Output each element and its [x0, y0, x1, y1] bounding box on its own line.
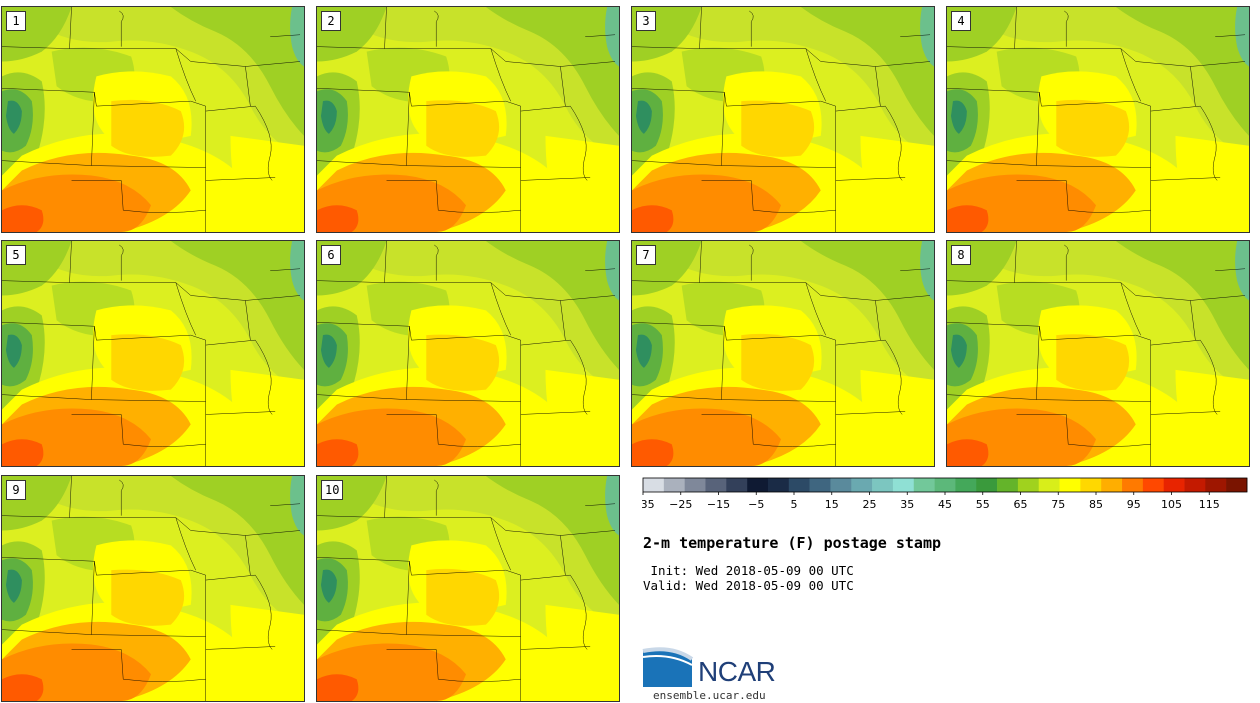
colorbar-segment: [1122, 478, 1144, 492]
colorbar-tick-label: 55: [976, 498, 990, 511]
colorbar-segment: [767, 478, 790, 492]
colorbar-segment: [684, 478, 706, 492]
colorbar-tick-label: −5: [748, 498, 764, 511]
colorbar-segment: [872, 478, 894, 492]
colorbar-segment: [705, 478, 727, 492]
temperature-colorbar: −35 −25 −15 −5 5 15 25 35 45 55 65 75 85 95 105 115: [642, 477, 1248, 511]
member-number: 6: [321, 245, 341, 265]
init-time: Init: Wed 2018-05-09 00 UTC: [643, 563, 854, 578]
colorbar-segment: [1101, 478, 1123, 492]
colorbar-segment: [1059, 478, 1081, 492]
member-panel: 6: [316, 240, 620, 467]
site-url: ensemble.ucar.edu: [653, 689, 766, 702]
member-number: 5: [6, 245, 26, 265]
colorbar-segment: [1184, 478, 1206, 492]
member-panel: 2: [316, 6, 620, 233]
colorbar-segment: [747, 478, 769, 492]
colorbar-segment: [913, 478, 935, 492]
member-panel: 1: [1, 6, 305, 233]
member-number: 8: [951, 245, 971, 265]
member-panel: 3: [631, 6, 935, 233]
colorbar-segment: [892, 478, 915, 492]
member-number: 7: [636, 245, 656, 265]
member-panel: 9: [1, 475, 305, 702]
member-number: 2: [321, 11, 341, 31]
chart-title: 2-m temperature (F) postage stamp: [643, 534, 942, 552]
colorbar-tick-label: 65: [1014, 498, 1028, 511]
colorbar-segment: [726, 478, 748, 492]
member-panel: 7: [631, 240, 935, 467]
colorbar-segment: [663, 478, 685, 492]
colorbar-tick-label: 25: [863, 498, 877, 511]
ncar-logo-icon: [642, 647, 694, 687]
colorbar-tick-label: −35: [642, 498, 655, 511]
colorbar-segment: [1038, 478, 1060, 492]
member-panel: 5: [1, 240, 305, 467]
ncar-logo-text: NCAR: [698, 656, 776, 687]
colorbar-segment: [1080, 478, 1102, 492]
colorbar-tick-label: 85: [1089, 498, 1103, 511]
member-number: 3: [636, 11, 656, 31]
colorbar-tick-label: 5: [791, 498, 798, 511]
colorbar-tick-label: −25: [669, 498, 692, 511]
colorbar-tick-label: 45: [938, 498, 952, 511]
colorbar-tick-label: 115: [1199, 498, 1220, 511]
colorbar-tick-label: 95: [1127, 498, 1141, 511]
colorbar-segment: [1142, 478, 1164, 492]
colorbar-segment: [809, 478, 831, 492]
colorbar-segment: [851, 478, 873, 492]
member-number: 10: [321, 480, 344, 500]
colorbar-segment: [1017, 478, 1040, 492]
colorbar-segment: [830, 478, 852, 492]
colorbar-tick-label: 105: [1161, 498, 1182, 511]
colorbar-tick-label: 35: [900, 498, 914, 511]
colorbar-segment: [1205, 478, 1227, 492]
member-number: 4: [951, 11, 971, 31]
colorbar-segment: [934, 478, 956, 492]
member-panel: 10: [316, 475, 620, 702]
member-number: 9: [6, 480, 26, 500]
colorbar-segment: [955, 478, 977, 492]
colorbar-tick-label: −15: [707, 498, 730, 511]
colorbar-tick-label: 75: [1051, 498, 1065, 511]
member-panel: 8: [946, 240, 1250, 467]
colorbar-tick-label: 15: [825, 498, 839, 511]
colorbar-segment: [643, 478, 665, 492]
colorbar-segment: [997, 478, 1019, 492]
member-number: 1: [6, 11, 26, 31]
valid-time: Valid: Wed 2018-05-09 00 UTC: [643, 578, 854, 593]
colorbar-segment: [788, 478, 810, 492]
colorbar-segment: [1226, 478, 1248, 492]
colorbar-segment: [976, 478, 998, 492]
member-panel: 4: [946, 6, 1250, 233]
colorbar-segment: [1163, 478, 1185, 492]
